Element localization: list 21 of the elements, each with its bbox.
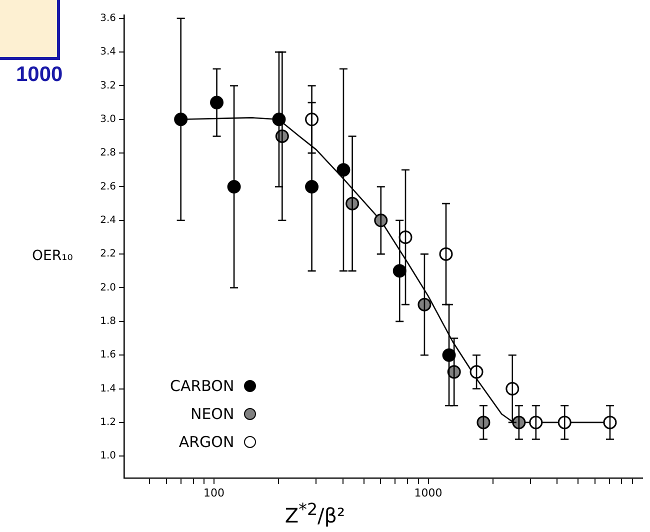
y-tick-label: 1.6 — [100, 350, 116, 361]
y-tick-label: 1.2 — [100, 417, 116, 428]
y-tick-label: 3.0 — [100, 114, 116, 125]
y-tick-label: 2.8 — [100, 148, 116, 159]
y-axis-title: OER₁₀ — [32, 248, 73, 264]
y-tick-label: 2.0 — [100, 282, 116, 294]
legend-label: CARBON — [170, 377, 234, 395]
legend-label: ARGON — [178, 433, 234, 451]
y-tick-label: 1.0 — [100, 450, 116, 462]
y-tick-label: 1.8 — [100, 316, 116, 328]
y-tick-label: 2.6 — [100, 181, 116, 192]
x-tick-label: 100 — [204, 486, 225, 500]
y-tick-label: 1.4 — [100, 383, 116, 394]
y-tick-label: 3.6 — [100, 12, 116, 24]
x-axis-title: Z$^{*2}$/β² — [284, 500, 346, 528]
legend-label: NEON — [190, 405, 234, 423]
y-tick-label: 3.4 — [100, 46, 116, 58]
y-tick-label: 3.2 — [100, 80, 116, 92]
y-tick-label: 2.4 — [100, 214, 116, 226]
y-tick-label: 2.2 — [100, 248, 116, 260]
text: 1000 — [16, 63, 63, 87]
